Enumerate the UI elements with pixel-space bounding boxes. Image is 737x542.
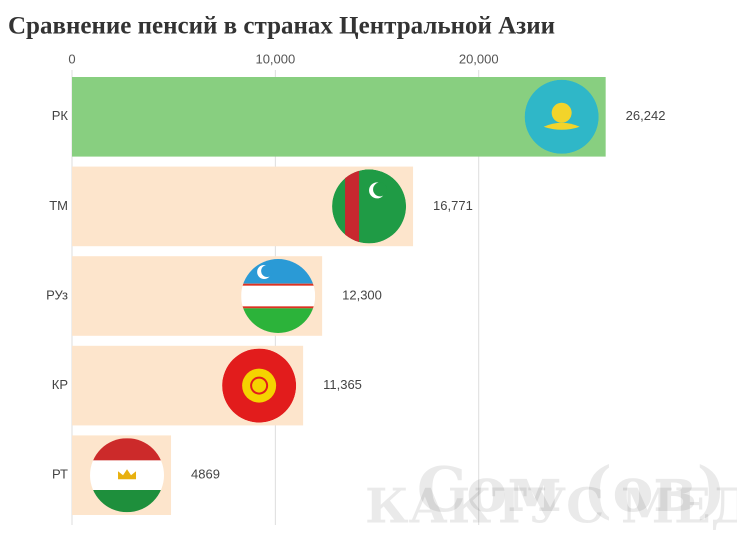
flag [90, 438, 165, 513]
flag [241, 259, 316, 333]
x-tick-label: 20,000 [459, 51, 499, 66]
x-tick-label: 0 [68, 51, 75, 66]
flag-mid [241, 283, 316, 309]
value-label: 4869 [191, 467, 220, 482]
y-tick-label: РТ [52, 467, 68, 482]
flag-moon-cut [373, 182, 388, 197]
watermark: КАКТУС МЕДИА [365, 479, 737, 535]
flag [332, 169, 407, 244]
flag-sun [551, 102, 572, 123]
chart-title: Сравнение пенсий в странах Центральной А… [8, 13, 555, 40]
y-tick-label: КР [52, 377, 68, 392]
y-tick-label: ТМ [49, 198, 68, 213]
flag-crown [118, 469, 137, 480]
y-tick-label: РУз [46, 287, 68, 302]
bar [72, 77, 606, 157]
y-tick-label: РК [52, 108, 69, 123]
flag-stripe [345, 169, 360, 244]
flag-line2 [241, 306, 316, 309]
value-label: 26,242 [626, 108, 666, 123]
flag-moon-cut [261, 265, 274, 277]
x-tick-label: 10,000 [255, 51, 295, 66]
value-label: 12,300 [342, 287, 382, 302]
flag-eagle [543, 122, 580, 130]
flag-bot [90, 490, 165, 513]
flag-top [90, 438, 165, 461]
value-label: 11,365 [323, 377, 362, 392]
flag [222, 348, 297, 423]
value-label: 16,771 [433, 198, 473, 213]
flag [524, 79, 599, 154]
flag-bg [332, 169, 407, 244]
watermark: Сом (ов) [417, 453, 726, 526]
flag-core [252, 378, 267, 393]
flag-line1 [241, 283, 316, 286]
